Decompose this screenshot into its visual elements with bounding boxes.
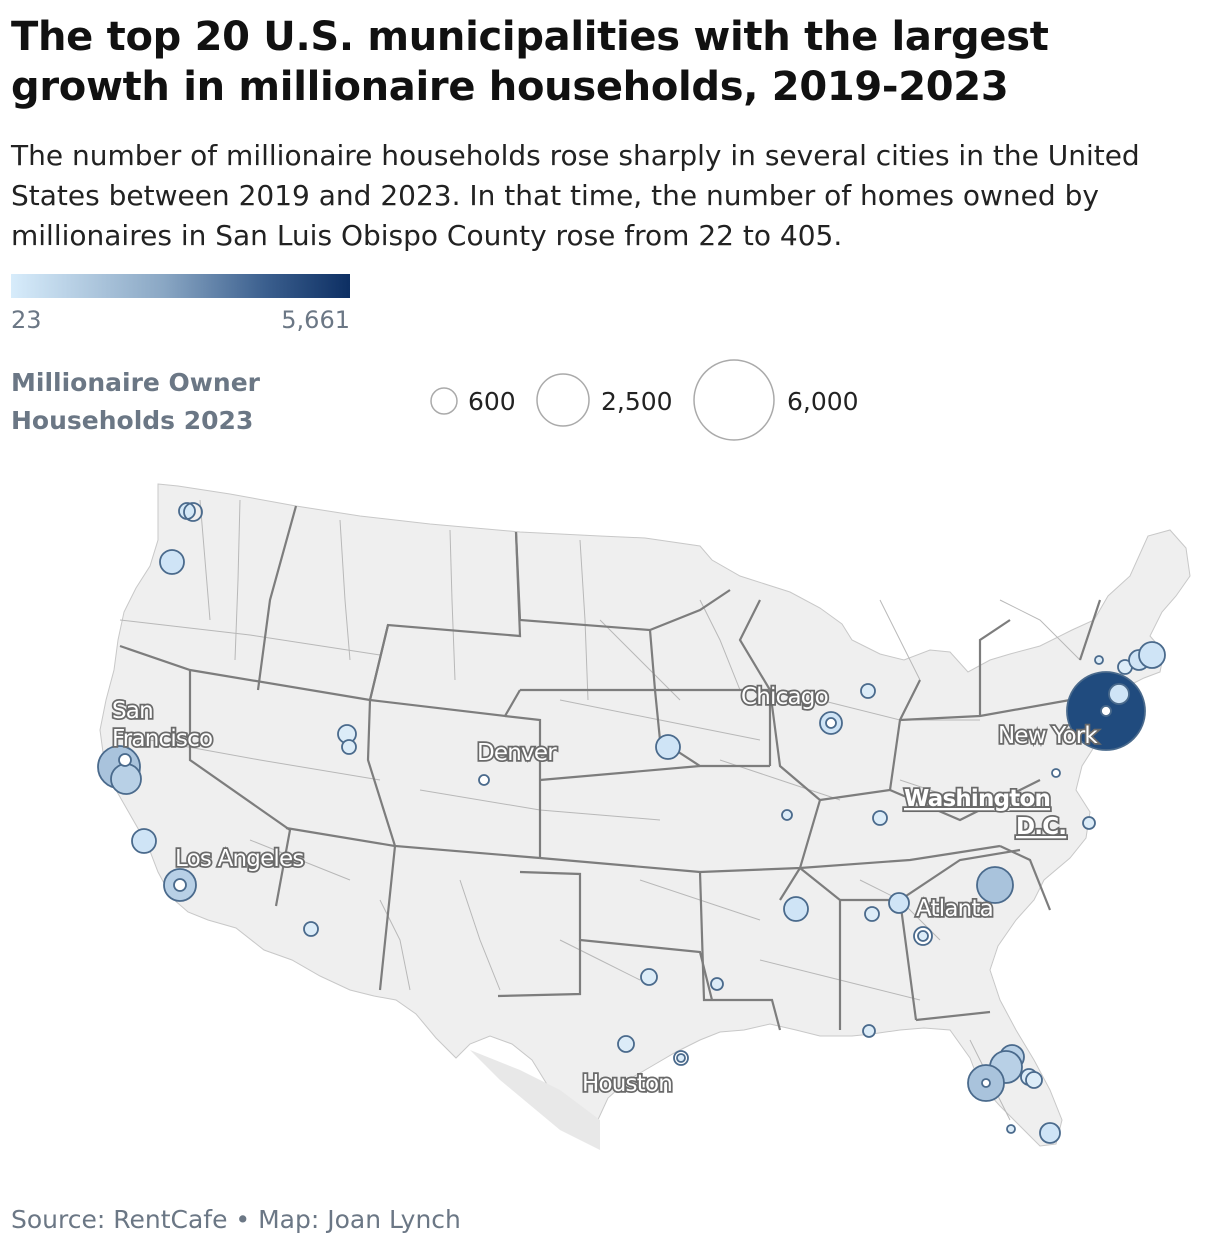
label-los-angeles: Los Angeles — [175, 846, 304, 872]
bubble-palm-bay-b[interactable] — [1025, 1071, 1043, 1089]
gulf-coast-shading — [470, 1050, 600, 1150]
size-legend-circle-large — [693, 359, 775, 441]
label-denver: Denver — [477, 740, 557, 766]
bubble-tampa-inner[interactable] — [981, 1078, 991, 1088]
bubble-denver[interactable] — [478, 774, 490, 786]
size-legend-circles — [430, 359, 775, 441]
bubble-dallas[interactable] — [640, 968, 658, 986]
us-map: San Francisco Los Angeles Denver Chicago… — [97, 483, 1191, 1150]
label-new-york: New York — [998, 723, 1098, 749]
label-chicago: Chicago — [741, 684, 828, 710]
state-borders — [119, 505, 1102, 1031]
bubble-virginia-beach[interactable] — [1082, 816, 1096, 830]
bubble-portland[interactable] — [159, 549, 185, 575]
label-washington-2: D.C. — [1016, 814, 1066, 840]
bubble-bay-area-b[interactable] — [110, 763, 142, 795]
bubble-washington[interactable] — [1051, 768, 1061, 778]
bubble-seattle-b[interactable] — [183, 502, 203, 522]
bubble-atlanta-north[interactable] — [888, 892, 910, 914]
bubble-chicago-inner[interactable] — [825, 717, 837, 729]
bubble-memphis[interactable] — [783, 896, 809, 922]
size-legend-label-large: 6,000 — [787, 387, 859, 416]
us-landmass — [99, 483, 1191, 1147]
color-legend-min: 23 — [11, 306, 42, 334]
bubble-shreveport[interactable] — [710, 977, 724, 991]
bubble-louisville[interactable] — [872, 810, 888, 826]
bubble-phoenix[interactable] — [303, 921, 319, 937]
bubble-albany[interactable] — [1094, 655, 1104, 665]
bubble-st-louis[interactable] — [781, 809, 793, 821]
label-san-francisco-1: San — [112, 698, 153, 724]
size-legend-label-small: 600 — [468, 387, 516, 416]
bubbles — [97, 502, 1166, 1144]
color-legend-bar — [11, 274, 350, 298]
bubble-houston-inner[interactable] — [676, 1053, 686, 1063]
label-atlanta: Atlanta — [916, 896, 993, 922]
label-washington-1: Washington — [904, 786, 1050, 812]
chart-title: The top 20 U.S. municipalities with the … — [11, 14, 1049, 110]
bubble-charlotte[interactable] — [976, 866, 1014, 904]
bubble-central-coast[interactable] — [131, 828, 157, 854]
size-legend-circle-medium — [536, 373, 590, 427]
bubble-austin[interactable] — [617, 1035, 635, 1053]
bubble-los-angeles-inner[interactable] — [173, 878, 187, 892]
color-legend-max: 5,661 — [281, 306, 350, 334]
bubble-birmingham[interactable] — [864, 906, 880, 922]
bubble-michigan[interactable] — [860, 683, 876, 699]
size-legend-circle-small — [430, 387, 458, 415]
size-legend-label-medium: 2,500 — [601, 387, 673, 416]
bubble-pensacola[interactable] — [862, 1024, 876, 1038]
bubble-salt-lake-b[interactable] — [341, 739, 357, 755]
bubble-new-york-c[interactable] — [1100, 705, 1112, 717]
source-note: Source: RentCafe • Map: Joan Lynch — [11, 1205, 461, 1234]
bubble-naples[interactable] — [1006, 1124, 1016, 1134]
bubble-new-york-b[interactable] — [1108, 683, 1130, 705]
city-labels: San Francisco Los Angeles Denver Chicago… — [110, 682, 1101, 1099]
bubble-bay-area-c[interactable] — [118, 753, 132, 767]
label-houston: Houston — [582, 1071, 672, 1097]
bubble-miami[interactable] — [1039, 1122, 1061, 1144]
bubble-omaha[interactable] — [655, 734, 681, 760]
bubble-boston[interactable] — [1138, 641, 1166, 669]
chart-subtitle: The number of millionaire households ros… — [11, 139, 1140, 252]
bubble-atlanta-inner[interactable] — [917, 930, 929, 942]
size-legend-title: Millionaire Owner Households 2023 — [11, 368, 260, 435]
size-legend: 600 2,500 6,000 — [420, 355, 880, 445]
label-san-francisco-2: Francisco — [112, 726, 212, 752]
